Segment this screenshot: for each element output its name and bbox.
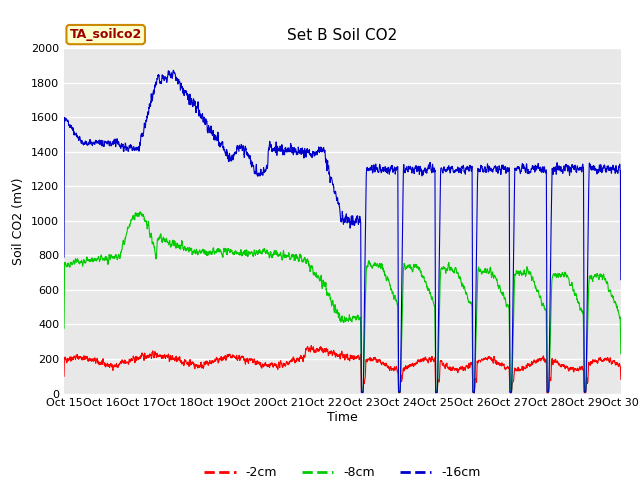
Text: TA_soilco2: TA_soilco2 <box>70 28 142 41</box>
X-axis label: Time: Time <box>327 411 358 424</box>
Legend: -2cm, -8cm, -16cm: -2cm, -8cm, -16cm <box>199 461 486 480</box>
Y-axis label: Soil CO2 (mV): Soil CO2 (mV) <box>12 177 26 264</box>
Title: Set B Soil CO2: Set B Soil CO2 <box>287 28 397 43</box>
